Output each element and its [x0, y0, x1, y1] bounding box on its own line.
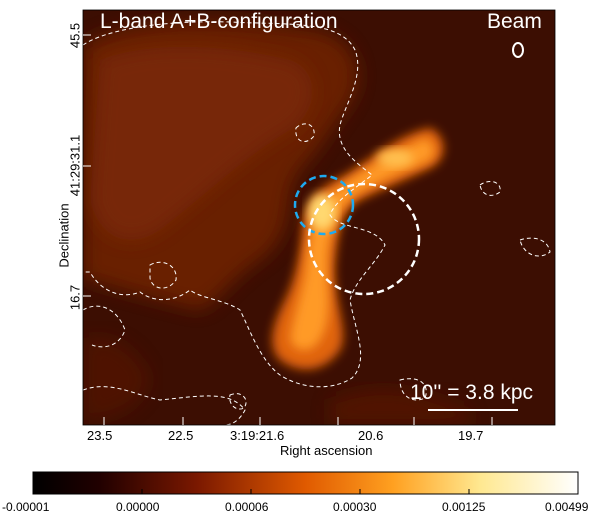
- beam-label: Beam: [487, 10, 542, 34]
- y-tick-label: 45.5: [68, 19, 83, 53]
- scalebar-label: 10'' = 3.8 kpc: [410, 381, 533, 405]
- x-tick-label: 22.5: [168, 428, 193, 443]
- x-tick-label: 20.6: [358, 428, 383, 443]
- colorbar-tick-label: -0.00001: [2, 500, 49, 514]
- y-axis-label: Declination: [57, 201, 72, 271]
- colorbar: [33, 472, 578, 494]
- x-tick-label: 3:19:21.6: [230, 428, 284, 443]
- y-tick-label: 41:29:31.1: [68, 118, 83, 214]
- colorbar-tick-label: 0.00000: [116, 500, 159, 514]
- x-tick-label: 19.7: [458, 428, 483, 443]
- x-axis-label: Right ascension: [280, 443, 373, 458]
- colorbar-tick-label: 0.00006: [225, 500, 268, 514]
- colorbar-tick-label: 0.00030: [333, 500, 376, 514]
- x-tick-label: 23.5: [87, 428, 112, 443]
- colorbar-tick-label: 0.00125: [442, 500, 485, 514]
- y-tick-label: 16.7: [68, 281, 83, 315]
- image-title: L-band A+B-configuration: [100, 10, 338, 34]
- radio-map: [83, 10, 555, 425]
- colorbar-tick-label: 0.00499: [545, 500, 588, 514]
